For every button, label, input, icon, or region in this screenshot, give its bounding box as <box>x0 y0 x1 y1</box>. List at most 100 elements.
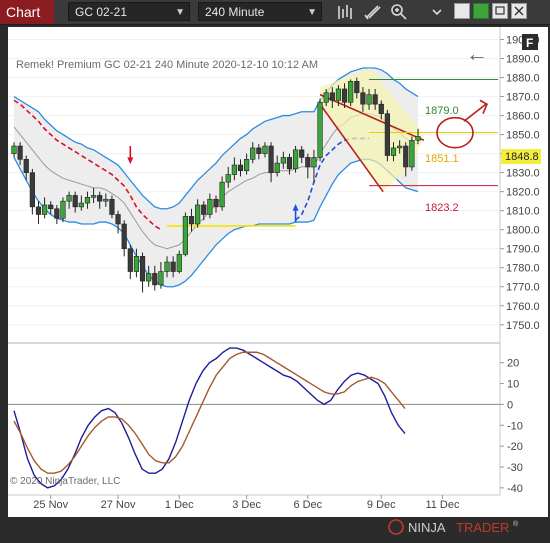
y-tick-label: 1830.0 <box>506 168 540 180</box>
price-chart[interactable]: 1750.0 1760.0 1770.0 1780.0 1790.0 1800.0 1810… <box>8 27 548 517</box>
y-tick-label: 1880.0 <box>506 73 540 85</box>
candle-body <box>323 92 329 103</box>
candle-body <box>170 261 176 272</box>
candle-body <box>403 145 409 168</box>
candle-body <box>35 206 42 215</box>
candle-body <box>164 261 170 272</box>
draw-pencil-icon[interactable] <box>362 2 382 22</box>
candle-body <box>237 164 244 172</box>
back-arrow-icon[interactable]: ← <box>466 41 488 66</box>
y-tick-label: -40 <box>507 483 523 495</box>
sell-arrow-head-icon <box>127 157 134 165</box>
chart-toolbar: Chart GC 02-21 ▼ 240 Minute ▼ <box>0 0 550 25</box>
axes: 1750.0 1760.0 1770.0 1780.0 1790.0 1800.0 1810… <box>33 35 539 511</box>
candle-body <box>305 157 311 168</box>
copyright-text: © 2020 NinjaTrader, LLC <box>10 476 120 487</box>
candle-body <box>292 149 299 170</box>
candle-body <box>66 195 72 202</box>
y-tick-label: 1750.0 <box>506 320 540 332</box>
chart-tab[interactable]: Chart <box>0 0 54 24</box>
brand-trader: TRADER <box>456 520 509 535</box>
x-tick-label: 1 Dec <box>165 499 194 511</box>
candle-body <box>29 172 35 208</box>
candle-body <box>262 145 268 154</box>
target-ellipse <box>436 116 474 149</box>
y-tick-label: 1850.0 <box>506 130 540 142</box>
candle-body <box>366 94 372 105</box>
candle-body <box>219 181 225 208</box>
candle-body <box>90 195 97 198</box>
candle-body <box>78 202 84 208</box>
upper-target-label: 1879.0 <box>425 105 459 117</box>
candle-body <box>213 198 219 208</box>
candle-body <box>354 81 360 94</box>
candle-body <box>115 214 121 225</box>
chevron-down-icon: ▼ <box>175 7 185 18</box>
y-tick-label: -30 <box>507 462 523 474</box>
candle-body <box>225 174 231 183</box>
candle-body <box>127 248 133 272</box>
x-tick-label: 3 Dec <box>232 499 261 511</box>
candle-body <box>207 198 213 215</box>
candle-body <box>231 164 237 175</box>
candle-body <box>341 88 348 103</box>
channel-lower-line <box>319 103 384 193</box>
candle-body <box>415 136 421 141</box>
candle-body <box>250 147 256 160</box>
footer-bar: NINJA TRADER ® <box>0 517 550 538</box>
y-tick-label: 20 <box>507 358 519 370</box>
candle-body <box>188 216 195 225</box>
candle-body <box>54 208 60 219</box>
buy-arrow-head-icon <box>292 204 299 211</box>
candle-body <box>133 256 140 272</box>
band-fill <box>14 68 418 287</box>
chart-panel[interactable]: 1750.0 1760.0 1770.0 1780.0 1790.0 1800.0 1810… <box>8 27 548 517</box>
candle-body <box>397 145 403 149</box>
candle-body <box>182 216 188 255</box>
candle-body <box>109 198 115 215</box>
red-dashed-series <box>13 99 162 231</box>
candle-body <box>17 145 23 160</box>
candle-body <box>390 147 397 156</box>
candle-body <box>84 197 91 204</box>
chevron-down-icon[interactable] <box>430 2 444 22</box>
timeframe-value: 240 Minute <box>205 5 265 19</box>
maximize-button[interactable] <box>473 3 489 19</box>
close-button[interactable] <box>511 3 527 19</box>
candle-body <box>23 159 29 173</box>
bars-icon[interactable] <box>335 2 355 22</box>
instrument-selector[interactable]: GC 02-21 ▼ <box>68 2 190 21</box>
candle-body <box>256 147 262 154</box>
candle-body <box>335 88 342 101</box>
y-tick-label: -10 <box>507 420 523 432</box>
current-price-marker <box>501 149 541 164</box>
f-button-label: F <box>526 36 533 50</box>
candle-body <box>146 273 152 282</box>
chart-header: Remek! Premium GC 02-21 240 Minute 2020-… <box>16 59 318 71</box>
lower-band-series <box>13 157 419 288</box>
y-tick-label: 1790.0 <box>506 244 540 256</box>
candle-body <box>286 157 293 170</box>
y-tick-label: 10 <box>507 379 519 391</box>
y-tick-label: 1890.0 <box>506 54 540 66</box>
restore-button[interactable] <box>454 3 470 19</box>
x-tick-label: 9 Dec <box>367 499 396 511</box>
band-area <box>14 68 418 287</box>
chevron-down-icon: ▼ <box>307 7 317 18</box>
oscillator <box>13 347 406 489</box>
candle-body <box>317 101 323 158</box>
candle-body <box>348 81 354 103</box>
timeframe-selector[interactable]: 240 Minute ▼ <box>198 2 322 21</box>
candle-body <box>311 157 317 168</box>
zoom-icon[interactable] <box>389 2 409 22</box>
y-tick-label: 1770.0 <box>506 282 540 294</box>
candle-body <box>195 204 201 225</box>
current-price-label: 1848.8 <box>505 151 539 163</box>
instrument-value: GC 02-21 <box>75 5 128 19</box>
ninjatrader-logo-icon <box>388 519 404 535</box>
candle-body <box>329 92 335 101</box>
candle-body <box>97 195 103 202</box>
minimize-button[interactable] <box>492 3 508 19</box>
f-button[interactable] <box>522 34 538 50</box>
candle-body <box>152 273 158 286</box>
